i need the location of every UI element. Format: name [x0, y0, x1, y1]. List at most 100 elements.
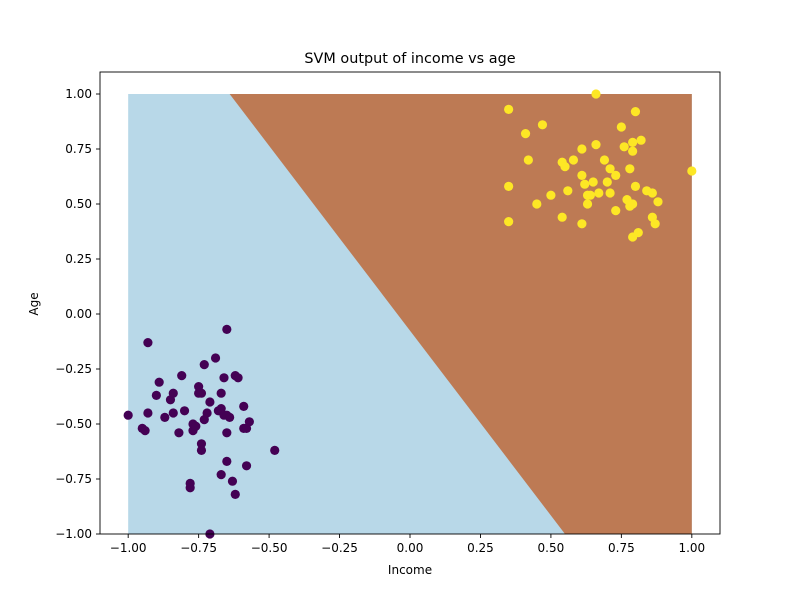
- data-point: [591, 89, 601, 99]
- data-point: [636, 135, 646, 145]
- data-point: [199, 360, 209, 370]
- data-point: [154, 377, 164, 387]
- data-point: [653, 197, 663, 207]
- data-point: [594, 188, 604, 198]
- data-point: [177, 371, 187, 381]
- data-point: [185, 478, 195, 488]
- data-point: [244, 417, 254, 427]
- data-point: [633, 228, 643, 238]
- data-point: [537, 120, 548, 130]
- data-point: [616, 122, 626, 132]
- data-point: [628, 137, 638, 147]
- plot-area: [99, 71, 721, 539]
- series-1: [504, 89, 697, 242]
- data-point: [174, 428, 184, 438]
- data-point: [227, 476, 238, 486]
- data-point: [233, 373, 243, 383]
- y-tick-label: −0.25: [55, 362, 92, 376]
- chart-title: SVM output of income vs age: [304, 51, 515, 67]
- y-axis-label: Age: [27, 292, 41, 315]
- y-tick-label: 0.75: [65, 142, 92, 156]
- data-point: [504, 104, 514, 114]
- data-point: [650, 219, 660, 229]
- x-axis: −1.00 −0.75 −0.50 −0.25 0.00 0.25 0.50 0.75 1.00: [110, 534, 705, 555]
- data-point: [205, 397, 215, 407]
- data-point: [630, 107, 641, 117]
- x-tick-label: 0.50: [538, 541, 565, 555]
- data-point: [630, 181, 641, 191]
- data-point: [523, 155, 533, 165]
- data-point: [160, 412, 170, 422]
- data-point: [123, 410, 133, 420]
- y-tick-label: −0.75: [55, 472, 92, 486]
- x-tick-label: 0.75: [608, 541, 635, 555]
- data-point: [143, 408, 153, 418]
- data-point: [151, 390, 161, 400]
- data-point: [577, 219, 587, 229]
- data-point: [191, 421, 201, 431]
- data-point: [577, 170, 587, 180]
- data-point: [210, 353, 221, 363]
- data-point: [140, 426, 150, 436]
- x-axis-label: Income: [388, 563, 432, 577]
- data-point: [563, 186, 573, 196]
- data-point: [647, 188, 657, 198]
- data-point: [216, 388, 226, 398]
- series-0: [123, 324, 280, 539]
- data-point: [241, 461, 252, 471]
- data-point: [179, 406, 190, 416]
- data-point: [560, 162, 570, 172]
- data-point: [168, 388, 178, 398]
- x-tick-label: 1.00: [678, 541, 705, 555]
- y-tick-label: −1.00: [55, 527, 92, 541]
- data-point: [625, 164, 635, 174]
- data-point: [168, 408, 178, 418]
- data-point: [582, 199, 593, 209]
- data-point: [599, 155, 610, 165]
- data-point: [202, 408, 212, 418]
- data-point: [196, 445, 207, 455]
- data-point: [520, 129, 531, 139]
- data-point: [196, 439, 207, 449]
- data-point: [580, 179, 590, 189]
- data-point: [143, 338, 153, 348]
- y-tick-label: 0.00: [65, 307, 92, 321]
- data-point: [557, 212, 567, 222]
- data-point: [504, 217, 514, 227]
- data-point: [602, 177, 612, 187]
- x-tick-label: 0.25: [467, 541, 494, 555]
- y-tick-label: 0.50: [65, 197, 92, 211]
- x-tick-label: −1.00: [110, 541, 147, 555]
- data-point: [239, 401, 249, 411]
- data-point: [628, 146, 638, 156]
- y-tick-label: −0.50: [55, 417, 92, 431]
- data-point: [222, 456, 232, 466]
- data-point: [577, 144, 587, 154]
- data-point: [504, 181, 514, 191]
- data-point: [628, 199, 638, 209]
- data-point: [619, 142, 629, 152]
- data-point: [568, 155, 579, 165]
- data-point: [546, 190, 556, 200]
- data-point: [605, 164, 615, 174]
- data-point: [196, 388, 207, 398]
- x-tick-label: −0.25: [321, 541, 358, 555]
- data-point: [611, 206, 621, 216]
- data-point: [585, 190, 595, 200]
- decision-region-class-1: [229, 94, 692, 534]
- data-point: [216, 470, 226, 480]
- y-tick-label: 1.00: [65, 87, 92, 101]
- data-point: [588, 177, 598, 187]
- data-point: [222, 428, 232, 438]
- data-point: [225, 412, 235, 422]
- data-point: [611, 170, 621, 180]
- y-axis: −1.00 −0.75 −0.50 −0.25 0.00 0.25 0.50 0.75 1.00: [55, 87, 100, 541]
- data-point: [230, 489, 240, 499]
- x-tick-label: −0.75: [180, 541, 217, 555]
- data-point: [270, 445, 280, 455]
- data-point: [219, 373, 229, 383]
- x-tick-label: −0.50: [251, 541, 288, 555]
- y-tick-label: 0.25: [65, 252, 92, 266]
- data-point: [222, 324, 232, 334]
